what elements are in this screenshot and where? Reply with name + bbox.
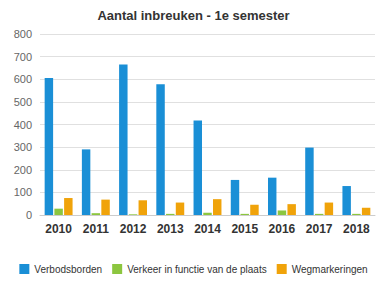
svg-text:300: 300 [14, 141, 32, 153]
svg-text:Verbodsborden: Verbodsborden [34, 264, 102, 275]
svg-text:Aantal inbreuken - 1e semester: Aantal inbreuken - 1e semester [97, 8, 289, 23]
svg-text:600: 600 [14, 73, 32, 85]
svg-text:800: 800 [14, 28, 32, 40]
svg-text:200: 200 [14, 164, 32, 176]
svg-text:2017: 2017 [306, 222, 333, 236]
svg-text:100: 100 [14, 186, 32, 198]
svg-text:2014: 2014 [194, 222, 221, 236]
svg-text:2016: 2016 [269, 222, 296, 236]
svg-text:700: 700 [14, 51, 32, 63]
svg-text:2015: 2015 [231, 222, 258, 236]
svg-text:500: 500 [14, 96, 32, 108]
svg-text:0: 0 [26, 209, 32, 221]
svg-text:Verkeer in functie van de plaa: Verkeer in functie van de plaats [127, 264, 267, 275]
svg-text:400: 400 [14, 119, 32, 131]
svg-text:2013: 2013 [157, 222, 184, 236]
svg-text:2011: 2011 [83, 222, 109, 236]
svg-text:2012: 2012 [120, 222, 147, 236]
svg-text:2018: 2018 [343, 222, 370, 236]
svg-text:2010: 2010 [45, 222, 72, 236]
svg-text:Wegmarkeringen: Wegmarkeringen [292, 264, 368, 275]
